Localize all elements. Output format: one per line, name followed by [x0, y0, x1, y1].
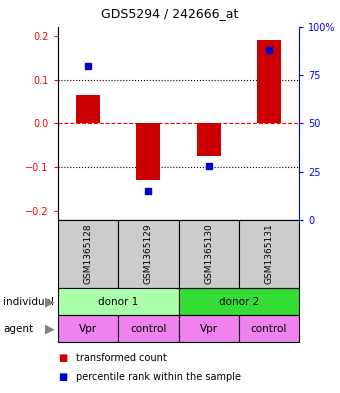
Bar	[178, 220, 239, 288]
Bar	[178, 315, 239, 342]
Bar	[58, 315, 118, 342]
Text: GDS5294 / 242666_at: GDS5294 / 242666_at	[101, 7, 239, 20]
Text: control: control	[251, 323, 287, 334]
Bar	[197, 123, 221, 156]
Bar	[58, 220, 118, 288]
Text: Vpr: Vpr	[200, 323, 218, 334]
Bar	[58, 288, 178, 315]
Text: GSM1365131: GSM1365131	[265, 224, 273, 285]
Text: ▶: ▶	[45, 295, 54, 309]
Text: control: control	[130, 323, 167, 334]
Text: agent: agent	[3, 323, 34, 334]
Text: donor 2: donor 2	[219, 297, 259, 307]
Text: ■: ■	[58, 353, 67, 364]
Text: percentile rank within the sample: percentile rank within the sample	[76, 372, 241, 382]
Text: GSM1365128: GSM1365128	[84, 224, 92, 285]
Bar	[118, 315, 178, 342]
Bar	[239, 220, 299, 288]
Bar	[178, 288, 299, 315]
Text: transformed count: transformed count	[76, 353, 167, 364]
Text: donor 1: donor 1	[98, 297, 138, 307]
Bar	[118, 220, 178, 288]
Text: ■: ■	[58, 372, 67, 382]
Text: Vpr: Vpr	[79, 323, 97, 334]
Text: GSM1365129: GSM1365129	[144, 224, 153, 285]
Bar	[239, 315, 299, 342]
Bar	[257, 40, 281, 123]
Bar	[136, 123, 160, 180]
Text: ▶: ▶	[45, 322, 54, 335]
Bar	[76, 95, 100, 123]
Text: individual: individual	[3, 297, 54, 307]
Text: GSM1365130: GSM1365130	[204, 224, 213, 285]
